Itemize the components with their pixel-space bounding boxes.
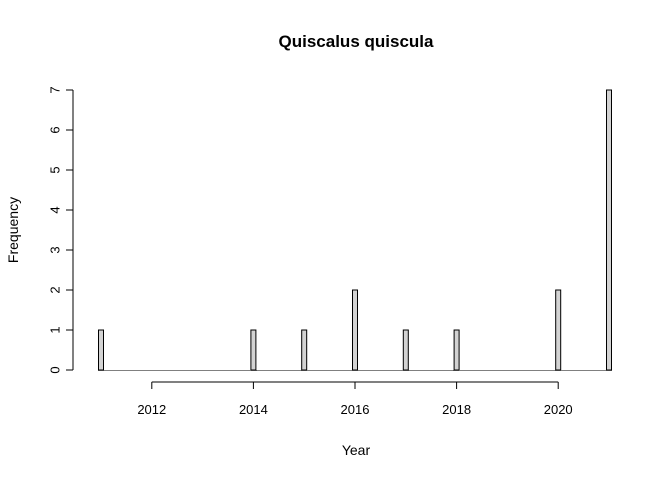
bar-2020 [555, 289, 562, 371]
x-tick-label: 2012 [137, 402, 166, 417]
x-axis: 2012 2014 2016 2018 2020 [137, 381, 573, 417]
y-tick-label: 0 [48, 366, 63, 373]
bar-2018 [453, 329, 460, 371]
plot-area [98, 89, 612, 371]
x-axis-label: Year [342, 442, 371, 458]
bar-2016 [352, 289, 358, 371]
bar-2011 [98, 329, 104, 371]
bar-2017 [402, 329, 409, 371]
bar-2015 [301, 329, 308, 371]
y-tick-label: 4 [48, 206, 63, 213]
y-tick-label: 1 [48, 326, 63, 333]
y-tick-label: 3 [48, 246, 63, 253]
y-tick-label: 2 [48, 286, 63, 293]
bar-2014 [250, 329, 257, 371]
bar-2021 [606, 89, 612, 371]
y-tick-label: 7 [48, 86, 63, 93]
x-tick-label: 2016 [341, 402, 370, 417]
chart-title: Quiscalus quiscula [279, 32, 434, 51]
x-tick-label: 2014 [239, 402, 268, 417]
x-tick-label: 2018 [442, 402, 471, 417]
y-tick-label: 6 [48, 126, 63, 133]
y-axis: 0 1 2 3 4 5 6 7 [48, 86, 74, 374]
y-axis-label: Frequency [5, 197, 21, 263]
x-tick-label: 2020 [544, 402, 573, 417]
y-tick-label: 5 [48, 166, 63, 173]
